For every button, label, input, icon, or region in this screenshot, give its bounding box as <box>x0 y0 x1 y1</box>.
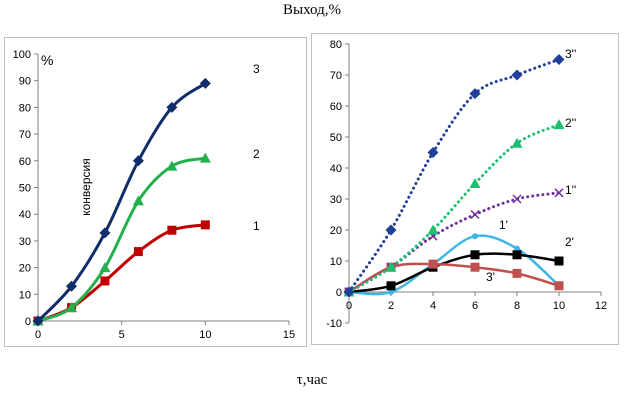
data-point <box>470 262 480 272</box>
data-point <box>553 119 565 130</box>
x-tick-label: 2 <box>388 300 394 312</box>
data-point <box>470 209 480 220</box>
data-point <box>511 69 523 81</box>
chart-frame <box>4 37 307 347</box>
y-tick-label: 20 <box>19 263 31 275</box>
y-tick-label: 100 <box>13 49 31 61</box>
data-point <box>428 259 438 269</box>
data-point <box>472 233 478 240</box>
y-tick-label: 70 <box>19 129 31 141</box>
figure-title: Выход,% <box>283 2 341 18</box>
series-label: 2'' <box>565 116 576 130</box>
data-point <box>166 160 178 171</box>
x-tick-label: 12 <box>595 300 607 312</box>
x-tick-label: 8 <box>514 300 520 312</box>
annotation-label: конверсия <box>79 158 93 215</box>
data-point <box>32 315 44 327</box>
data-point <box>200 220 210 230</box>
chart-left-conversion: 0 10 20 30 40 50 60 70 80 90 100 0 5 10 15 1 2 3% конверси… <box>4 37 307 347</box>
y-tick-label: 70 <box>330 70 342 82</box>
data-point <box>99 227 111 239</box>
data-point <box>132 195 144 206</box>
y-tick-label: 50 <box>330 132 342 144</box>
y-tick-label: 40 <box>330 163 342 175</box>
y-tick-label: 50 <box>19 183 31 195</box>
data-point <box>65 302 77 313</box>
x-tick-label: 4 <box>430 300 436 312</box>
data-point <box>554 188 564 198</box>
series-label: 2' <box>565 235 574 249</box>
data-point <box>469 88 481 100</box>
y-tick-label: 60 <box>19 156 31 168</box>
series-label: 1 <box>253 219 260 233</box>
series-6 <box>343 54 565 298</box>
x-tick-label: 0 <box>346 300 352 312</box>
data-point <box>199 152 211 163</box>
data-point <box>199 77 211 89</box>
chart-right-yields: -10 0 10 20 30 40 50 60 70 80 0 2 4 6 8 10 12 1' 2' 3' 1'' 2'… <box>311 33 619 345</box>
data-point <box>427 224 439 235</box>
x-tick-label: 5 <box>119 329 125 341</box>
y-tick-label: 80 <box>19 102 31 114</box>
x-tick-label: 15 <box>283 329 295 341</box>
y-tick-label: 90 <box>19 76 31 88</box>
y-tick-label: 10 <box>19 289 31 301</box>
y-tick-label: 20 <box>330 225 342 237</box>
series-label: 2 <box>253 147 260 161</box>
y-tick-label: 60 <box>330 101 342 113</box>
data-point <box>133 247 143 257</box>
y-tick-label: 30 <box>19 236 31 248</box>
data-point <box>469 178 481 188</box>
data-point <box>512 250 522 260</box>
series-label: 1' <box>499 218 508 232</box>
series-label: 3'' <box>565 47 576 61</box>
data-point <box>343 286 355 298</box>
y-tick-label: 40 <box>19 209 31 221</box>
data-point <box>386 281 396 291</box>
data-point <box>385 261 397 272</box>
data-point <box>388 289 394 295</box>
data-point <box>470 250 480 260</box>
data-point <box>512 268 522 278</box>
data-point <box>167 225 177 235</box>
series-label: 3 <box>253 62 260 76</box>
data-point <box>132 155 144 167</box>
y-axis-label: % <box>41 52 53 68</box>
data-point <box>514 245 520 252</box>
data-point <box>65 280 77 292</box>
data-point <box>554 256 564 266</box>
data-point <box>427 147 439 158</box>
x-tick-label: 10 <box>199 329 211 341</box>
data-point <box>385 224 397 236</box>
x-tick-label: 10 <box>553 300 565 312</box>
data-point <box>554 281 564 291</box>
data-point <box>511 137 523 148</box>
x-tick-label: 0 <box>35 329 41 341</box>
series-3 <box>32 77 211 327</box>
y-tick-label: 0 <box>336 287 342 299</box>
y-tick-label: 0 <box>25 316 31 328</box>
series-label: 3' <box>486 270 495 284</box>
series-line <box>347 123 561 294</box>
figure-x-axis-label: τ,час <box>296 372 328 388</box>
series-label: 1'' <box>565 183 576 197</box>
data-point <box>553 54 565 65</box>
y-tick-label: -10 <box>326 318 342 330</box>
data-point <box>512 194 522 204</box>
y-tick-label: 10 <box>330 256 342 268</box>
data-point <box>100 276 110 286</box>
data-point <box>166 101 178 113</box>
y-tick-label: 80 <box>330 39 342 51</box>
x-tick-label: 6 <box>472 300 478 312</box>
y-tick-label: 30 <box>330 194 342 206</box>
data-point <box>99 262 111 273</box>
